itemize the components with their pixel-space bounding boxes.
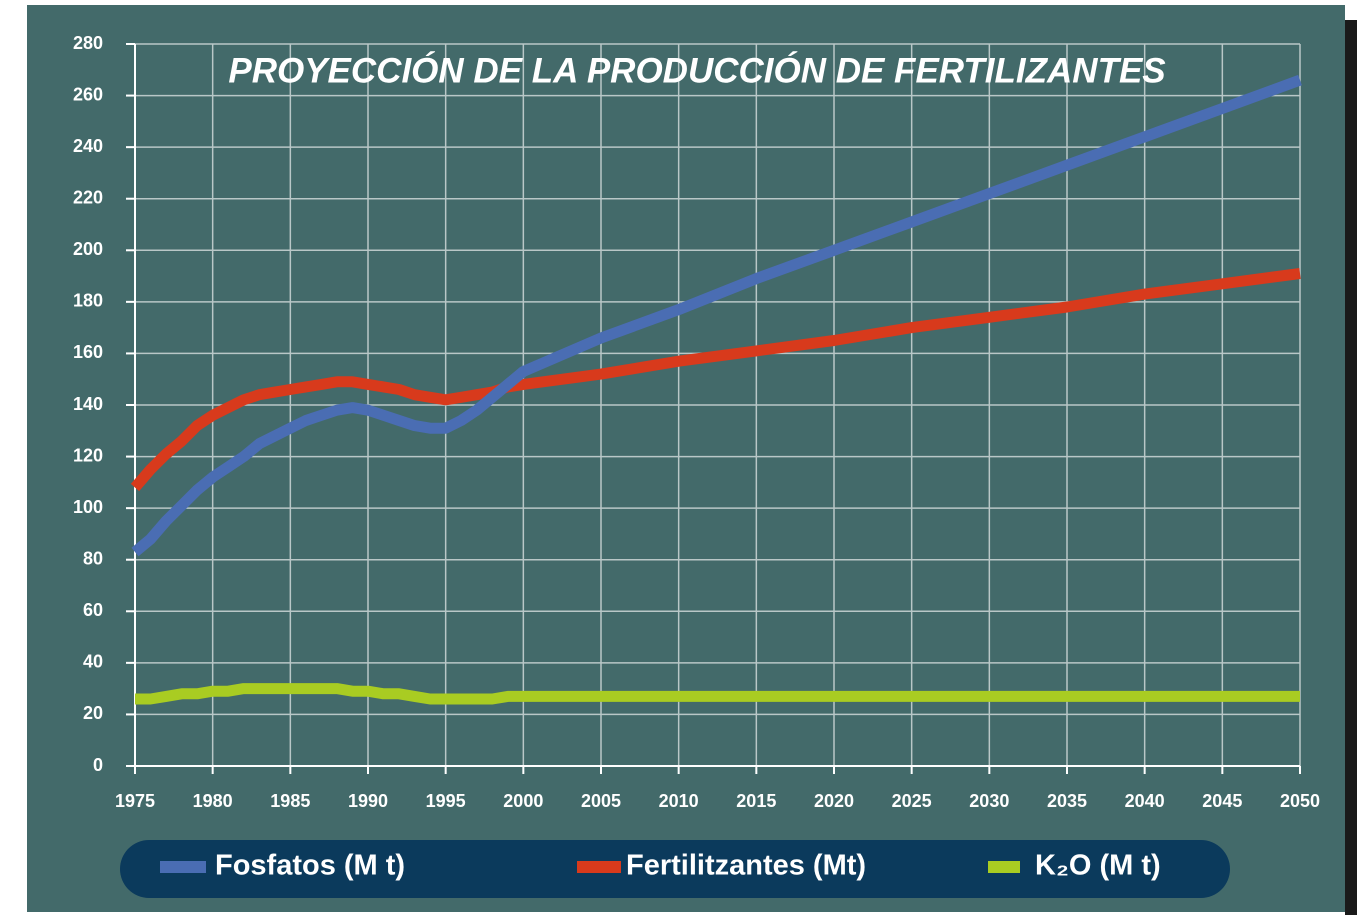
series-line: [135, 683, 1300, 705]
chart-title: PROYECCIÓN DE LA PRODUCCIÓN DE FERTILIZA…: [228, 50, 1165, 90]
edge-shadow: [1345, 20, 1357, 915]
x-tick-label: 2005: [581, 791, 621, 811]
x-tick-label: 2045: [1202, 791, 1242, 811]
lines: [130, 74, 1302, 705]
y-tick-label: 200: [73, 239, 103, 259]
y-tick-label: 40: [83, 652, 103, 672]
series-line: [131, 74, 1302, 557]
x-tick-label: 1980: [193, 791, 233, 811]
legend-box: [120, 840, 1230, 898]
y-tick-label: 240: [73, 136, 103, 156]
x-tick-label: 1990: [348, 791, 388, 811]
x-tick-label: 2035: [1047, 791, 1087, 811]
x-tick-label: 1975: [115, 791, 155, 811]
y-tick-label: 20: [83, 703, 103, 723]
labels: 0204060801001201401601802002202402602801…: [73, 33, 1320, 882]
x-tick-label: 1995: [426, 791, 466, 811]
legend-label: Fosfatos (M t): [215, 850, 405, 882]
y-tick-label: 260: [73, 84, 103, 104]
x-tick-label: 2020: [814, 791, 854, 811]
y-tick-label: 160: [73, 342, 103, 362]
x-tick-label: 1985: [270, 791, 310, 811]
x-tick-label: 2040: [1125, 791, 1165, 811]
y-tick-label: 60: [83, 600, 103, 620]
y-tick-label: 180: [73, 291, 103, 311]
y-tick-label: 140: [73, 394, 103, 414]
y-tick-label: 220: [73, 187, 103, 207]
y-tick-label: 100: [73, 497, 103, 517]
legend-swatch: [160, 861, 206, 873]
x-tick-label: 2025: [892, 791, 932, 811]
legend-label: Fertilitzantes (Mt): [626, 850, 866, 882]
legend-swatch: [988, 861, 1020, 873]
x-tick-label: 2030: [969, 791, 1009, 811]
x-tick-label: 2010: [659, 791, 699, 811]
y-tick-label: 280: [73, 33, 103, 53]
y-tick-label: 120: [73, 445, 103, 465]
y-tick-label: 80: [83, 548, 103, 568]
x-tick-label: 2015: [736, 791, 776, 811]
x-tick-label: 2050: [1280, 791, 1320, 811]
legend-swatch: [577, 861, 621, 873]
x-tick-label: 2000: [503, 791, 543, 811]
y-tick-label: 0: [93, 755, 103, 775]
series-line: [130, 268, 1301, 492]
legend-label: K₂O (M t): [1035, 850, 1161, 882]
grid: [126, 43, 1301, 774]
